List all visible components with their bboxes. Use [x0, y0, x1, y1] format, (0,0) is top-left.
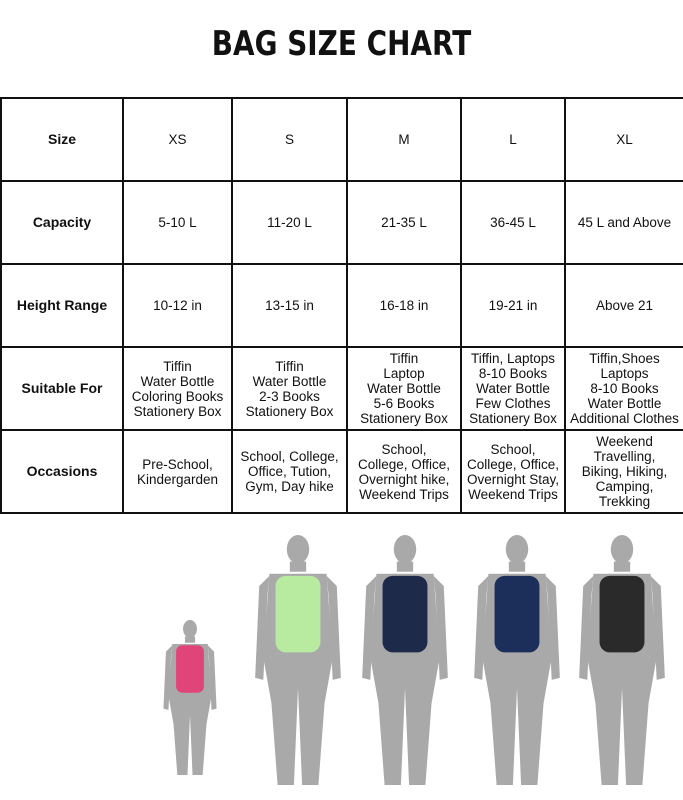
- head: [183, 620, 197, 638]
- row-header: Size: [0, 97, 124, 182]
- table-cell: Tiffin,Shoes Laptops 8-10 Books Water Bo…: [564, 346, 683, 431]
- backpack-icon: [275, 575, 321, 653]
- table-row: Occasions Pre-School, Kindergarden School,…: [0, 429, 683, 514]
- table-cell: 36-45 L: [460, 180, 566, 265]
- table-row: Suitable For Tiffin Water Bottle Coloring…: [0, 346, 683, 431]
- table-row: Size XS S M L XL: [0, 97, 683, 182]
- figure-xs: [163, 620, 217, 775]
- figure-l: [474, 535, 560, 785]
- table-cell: 10-12 in: [122, 263, 233, 348]
- table-cell: Weekend Travelling, Biking, Hiking, Camp…: [564, 429, 683, 514]
- table-cell: Tiffin Laptop Water Bottle 5-6 Books Sta…: [346, 346, 462, 431]
- arms: [255, 575, 341, 680]
- backpack-icon: [382, 575, 428, 653]
- head: [610, 535, 634, 564]
- arms: [163, 645, 217, 710]
- row-header: Suitable For: [0, 346, 124, 431]
- table-cell: Above 21: [564, 263, 683, 348]
- table-cell: Pre-School, Kindergarden: [122, 429, 233, 514]
- figure-m: [362, 535, 448, 785]
- table-cell: 13-15 in: [231, 263, 348, 348]
- arms: [362, 575, 448, 680]
- backpack-icon: [176, 645, 204, 693]
- table-cell: 45 L and Above: [564, 180, 683, 265]
- table-cell: L: [460, 97, 566, 182]
- table-cell: S: [231, 97, 348, 182]
- table-cell: School, College, Office, Overnight hike,…: [346, 429, 462, 514]
- arms: [474, 575, 560, 680]
- table-row: Height Range 10-12 in 13-15 in 16-18 in 19-2…: [0, 263, 683, 348]
- table-cell: 5-10 L: [122, 180, 233, 265]
- table-cell: School, College, Office, Overnight Stay,…: [460, 429, 566, 514]
- figures-illustration: [163, 535, 665, 785]
- head: [505, 535, 529, 564]
- row-header: Height Range: [0, 263, 124, 348]
- figure-xl: [579, 535, 665, 785]
- table-cell: 19-21 in: [460, 263, 566, 348]
- row-header: Occasions: [0, 429, 124, 514]
- table-cell: School, College, Office, Tution, Gym, Da…: [231, 429, 348, 514]
- arms: [579, 575, 665, 680]
- table-cell: XS: [122, 97, 233, 182]
- table-cell: 21-35 L: [346, 180, 462, 265]
- table-cell: XL: [564, 97, 683, 182]
- table-cell: 11-20 L: [231, 180, 348, 265]
- table-cell: M: [346, 97, 462, 182]
- head: [393, 535, 417, 564]
- table-cell: 16-18 in: [346, 263, 462, 348]
- table-cell: Tiffin Water Bottle 2-3 Books Stationery…: [231, 346, 348, 431]
- table-cell: Tiffin Water Bottle Coloring Books Stati…: [122, 346, 233, 431]
- table-row: Capacity 5-10 L 11-20 L 21-35 L 36-45 L 45 L …: [0, 180, 683, 265]
- head: [286, 535, 310, 564]
- table-cell: Tiffin, Laptops 8-10 Books Water Bottle …: [460, 346, 566, 431]
- backpack-icon: [599, 575, 645, 653]
- backpack-icon: [494, 575, 540, 653]
- row-header: Capacity: [0, 180, 124, 265]
- figure-s: [255, 535, 341, 785]
- page-title: BAG SIZE CHART: [211, 24, 472, 64]
